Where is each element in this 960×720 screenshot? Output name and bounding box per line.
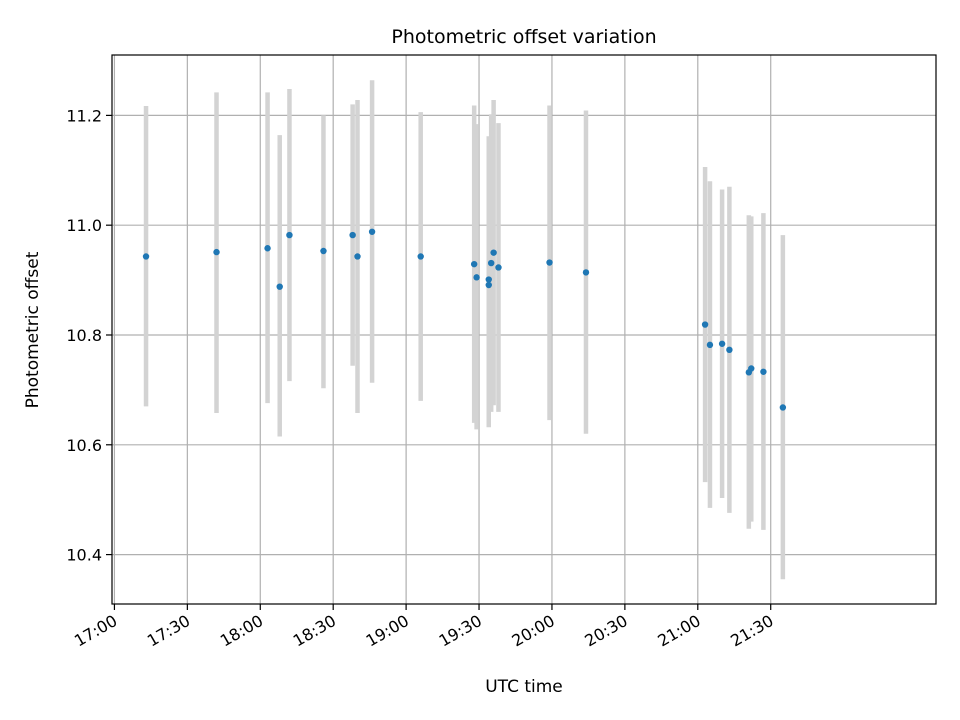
data-point	[213, 248, 220, 256]
x-tick-label: 21:00	[654, 611, 703, 651]
data-point	[485, 281, 492, 289]
error-bars	[143, 80, 786, 580]
grid	[112, 55, 936, 604]
x-tick-label: 17:30	[144, 611, 193, 651]
x-tick-label: 18:30	[290, 611, 339, 651]
data-point	[748, 365, 755, 372]
x-tick-label: 21:30	[727, 611, 776, 651]
data-point	[726, 346, 733, 354]
data-point	[349, 231, 356, 239]
data-point	[473, 274, 480, 281]
x-tick-label: 17:00	[71, 611, 120, 651]
data-point	[286, 231, 293, 239]
data-point	[718, 340, 726, 347]
data-points	[142, 228, 787, 411]
x-tick-label: 20:30	[581, 611, 630, 651]
data-point	[706, 341, 714, 349]
data-point	[485, 276, 492, 283]
data-point	[760, 368, 767, 375]
data-point	[417, 253, 424, 260]
data-point	[701, 321, 709, 328]
y-axis-ticks: 10.4 10.6 10.8 11.0 11.2	[66, 106, 112, 565]
data-point	[779, 404, 787, 411]
x-tick-label: 18:00	[217, 611, 266, 651]
data-point	[142, 253, 150, 260]
y-tick-label: 11.2	[66, 106, 102, 125]
data-point	[320, 247, 327, 255]
y-axis-label: Photometric offset	[23, 251, 43, 408]
x-tick-label: 19:30	[436, 611, 485, 651]
data-point	[582, 269, 590, 276]
data-point	[495, 264, 502, 271]
x-axis-ticks: 17:00 17:30 18:00 18:30 19:00 19:30 20:00 20:30…	[71, 604, 777, 651]
chart-title: Photometric offset variation	[391, 26, 656, 48]
y-tick-label: 10.8	[66, 326, 102, 345]
data-point	[490, 249, 497, 256]
data-point	[354, 253, 361, 260]
data-point	[470, 260, 478, 268]
data-point	[487, 259, 495, 267]
data-point	[264, 245, 271, 252]
data-point	[368, 228, 376, 235]
x-axis-label: UTC time	[485, 677, 563, 697]
x-tick-label: 19:00	[363, 611, 412, 651]
plot-frame	[111, 54, 937, 605]
data-point	[276, 283, 283, 290]
x-tick-label: 20:00	[509, 611, 558, 651]
y-tick-label: 10.4	[66, 546, 102, 565]
data-point	[546, 259, 553, 266]
y-tick-label: 11.0	[66, 216, 102, 235]
y-tick-label: 10.6	[66, 436, 102, 455]
